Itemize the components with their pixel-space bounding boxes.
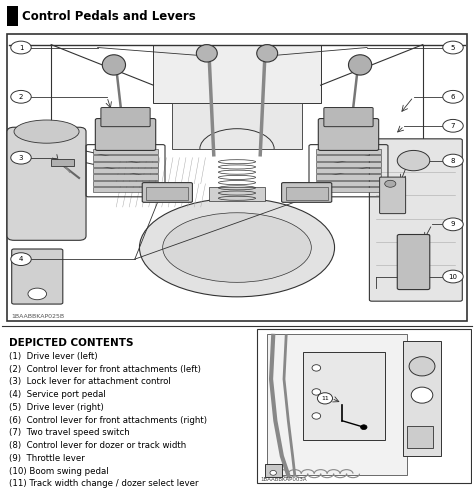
Ellipse shape xyxy=(139,198,335,297)
Circle shape xyxy=(397,150,430,171)
Bar xyxy=(267,334,407,475)
Text: (6)  Control lever for front attachments (right): (6) Control lever for front attachments … xyxy=(9,416,208,424)
Bar xyxy=(402,341,441,456)
FancyBboxPatch shape xyxy=(142,182,192,202)
Text: (4)  Service port pedal: (4) Service port pedal xyxy=(9,390,106,399)
Bar xyxy=(316,162,381,167)
Text: (10) Boom swing pedal: (10) Boom swing pedal xyxy=(9,467,109,476)
Bar xyxy=(316,187,381,192)
FancyBboxPatch shape xyxy=(397,235,430,289)
Text: 5: 5 xyxy=(451,44,455,50)
Bar xyxy=(93,149,158,154)
Ellipse shape xyxy=(14,120,79,143)
Ellipse shape xyxy=(348,55,372,75)
Ellipse shape xyxy=(196,45,217,62)
Circle shape xyxy=(443,41,463,54)
Text: 1BAABBKAP003A: 1BAABBKAP003A xyxy=(260,477,307,483)
Text: (3)  Lock lever for attachment control: (3) Lock lever for attachment control xyxy=(9,377,171,387)
Circle shape xyxy=(411,387,433,403)
Bar xyxy=(303,352,385,440)
Bar xyxy=(264,464,282,477)
Text: 4: 4 xyxy=(19,256,23,262)
Bar xyxy=(154,45,320,103)
Bar xyxy=(93,168,158,174)
Circle shape xyxy=(270,470,276,475)
Text: (2)  Control lever for front attachments (left): (2) Control lever for front attachments … xyxy=(9,365,201,374)
Text: 8: 8 xyxy=(451,158,455,164)
Circle shape xyxy=(11,253,31,266)
Text: DEPICTED CONTENTS: DEPICTED CONTENTS xyxy=(9,338,134,348)
Bar xyxy=(286,187,328,200)
FancyBboxPatch shape xyxy=(369,139,462,301)
FancyBboxPatch shape xyxy=(319,118,379,150)
Circle shape xyxy=(11,90,31,103)
Circle shape xyxy=(443,90,463,103)
Ellipse shape xyxy=(102,55,126,75)
Circle shape xyxy=(312,388,320,395)
Text: 7: 7 xyxy=(451,123,455,129)
Bar xyxy=(316,155,381,161)
Bar xyxy=(316,149,381,154)
Bar xyxy=(51,159,74,166)
Circle shape xyxy=(312,413,320,419)
Circle shape xyxy=(443,218,463,231)
Bar xyxy=(93,155,158,161)
Circle shape xyxy=(443,270,463,283)
FancyBboxPatch shape xyxy=(282,182,332,202)
Circle shape xyxy=(312,365,320,371)
Bar xyxy=(146,187,188,200)
Bar xyxy=(316,175,381,180)
FancyBboxPatch shape xyxy=(101,107,150,127)
Circle shape xyxy=(409,357,435,376)
Bar xyxy=(93,181,158,186)
Bar xyxy=(172,103,302,149)
Ellipse shape xyxy=(257,45,278,62)
FancyBboxPatch shape xyxy=(12,249,63,304)
Bar xyxy=(93,175,158,180)
Circle shape xyxy=(361,425,367,429)
Text: (11) Track width change / dozer select lever: (11) Track width change / dozer select l… xyxy=(9,479,199,489)
Bar xyxy=(407,425,433,448)
Bar xyxy=(316,181,381,186)
Text: 6: 6 xyxy=(451,94,455,100)
Circle shape xyxy=(11,151,31,164)
Bar xyxy=(93,187,158,192)
Text: 3: 3 xyxy=(19,155,23,161)
Circle shape xyxy=(443,119,463,132)
Text: 10: 10 xyxy=(448,274,457,280)
Circle shape xyxy=(318,393,333,404)
Ellipse shape xyxy=(163,213,311,282)
Circle shape xyxy=(11,41,31,54)
FancyBboxPatch shape xyxy=(324,107,373,127)
Text: 9: 9 xyxy=(451,221,455,227)
Text: 11: 11 xyxy=(321,396,329,401)
Text: (1)  Drive lever (left): (1) Drive lever (left) xyxy=(9,352,98,361)
FancyBboxPatch shape xyxy=(95,118,155,150)
Text: Control Pedals and Levers: Control Pedals and Levers xyxy=(22,9,196,23)
Text: 1BAABBKAP025B: 1BAABBKAP025B xyxy=(12,314,65,318)
Bar xyxy=(316,168,381,174)
Circle shape xyxy=(385,180,396,187)
Bar xyxy=(209,187,265,201)
Bar xyxy=(93,162,158,167)
Text: 2: 2 xyxy=(19,94,23,100)
Text: (9)  Throttle lever: (9) Throttle lever xyxy=(9,454,85,463)
FancyBboxPatch shape xyxy=(7,127,86,240)
FancyBboxPatch shape xyxy=(380,177,406,213)
Bar xyxy=(7,6,18,26)
Circle shape xyxy=(28,288,46,300)
Text: (7)  Two travel speed switch: (7) Two travel speed switch xyxy=(9,428,130,437)
Text: 1: 1 xyxy=(19,44,23,50)
Text: (5)  Drive lever (right): (5) Drive lever (right) xyxy=(9,403,104,412)
Text: (8)  Control lever for dozer or track width: (8) Control lever for dozer or track wid… xyxy=(9,441,187,450)
Circle shape xyxy=(443,154,463,167)
